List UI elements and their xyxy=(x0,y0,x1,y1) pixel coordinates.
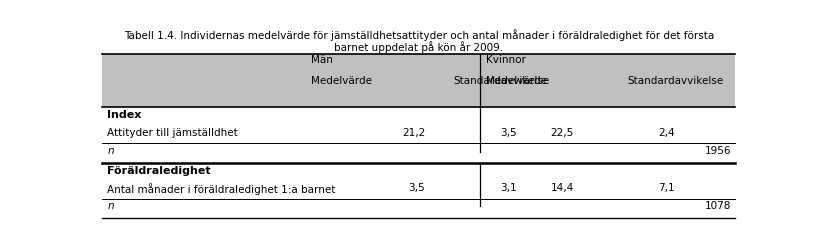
Text: Standardavvikelse: Standardavvikelse xyxy=(453,76,550,86)
Text: Medelvärde: Medelvärde xyxy=(486,76,547,86)
Text: 22,5: 22,5 xyxy=(551,128,574,138)
Text: 14,4: 14,4 xyxy=(551,183,574,193)
Text: 7,1: 7,1 xyxy=(659,183,675,193)
Text: 3,5: 3,5 xyxy=(408,183,425,193)
Text: 1956: 1956 xyxy=(704,146,731,156)
Text: 3,1: 3,1 xyxy=(500,183,517,193)
Text: Män: Män xyxy=(311,55,333,65)
Text: 3,5: 3,5 xyxy=(500,128,517,138)
Text: barnet uppdelat på kön år 2009.: barnet uppdelat på kön år 2009. xyxy=(334,41,503,53)
Text: Antal månader i föräldraledighet 1:a barnet: Antal månader i föräldraledighet 1:a bar… xyxy=(107,183,336,195)
Text: 21,2: 21,2 xyxy=(402,128,425,138)
Text: Attityder till jämställdhet: Attityder till jämställdhet xyxy=(107,128,238,138)
Text: n: n xyxy=(107,201,114,211)
Text: 1078: 1078 xyxy=(704,201,731,211)
Text: 2,4: 2,4 xyxy=(659,128,675,138)
Text: Index: Index xyxy=(107,110,141,120)
Text: Standardavvikelse: Standardavvikelse xyxy=(627,76,724,86)
Bar xyxy=(102,54,735,107)
Text: Tabell 1.4. Individernas medelvärde för jämställdhetsattityder och antal månader: Tabell 1.4. Individernas medelvärde för … xyxy=(123,29,714,40)
Text: n: n xyxy=(107,146,114,156)
Text: Medelvärde: Medelvärde xyxy=(311,76,372,86)
Text: Föräldraledighet: Föräldraledighet xyxy=(107,166,211,176)
Text: Kvinnor: Kvinnor xyxy=(486,55,526,65)
